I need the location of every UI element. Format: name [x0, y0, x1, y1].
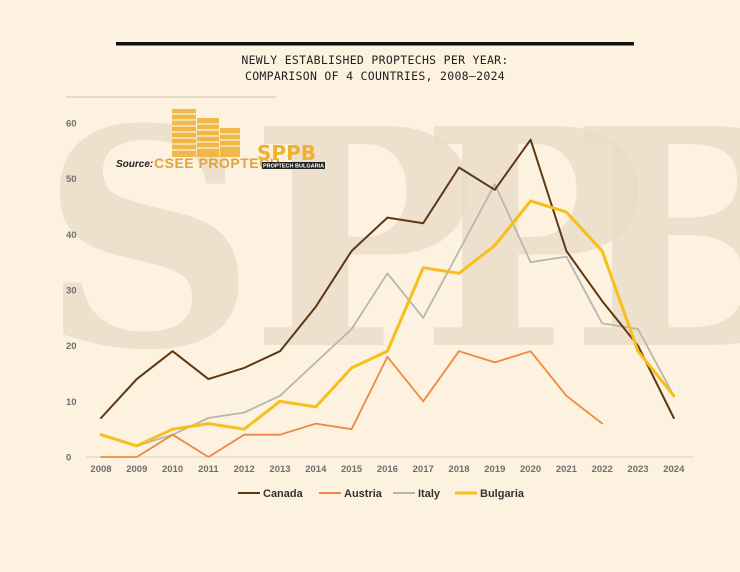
partner-logo-bar [262, 162, 325, 169]
x-tick-label: 2013 [269, 464, 290, 475]
series-line-italy [100, 183, 675, 447]
source-logo: Source: CSEE PROPTECH SPPB PROPTECH BULG… [116, 109, 325, 171]
x-tick-label: 2023 [627, 464, 648, 475]
legend-label-austria: Austria [344, 488, 383, 500]
series-line-bulgaria [99, 199, 676, 448]
y-tick-label: 50 [66, 174, 77, 185]
x-tick-label: 2010 [162, 464, 183, 475]
title-rule [116, 42, 634, 46]
x-tick-label: 2016 [377, 464, 398, 475]
x-tick-label: 2021 [556, 464, 578, 475]
source-brand: CSEE PROPTECH [154, 155, 280, 171]
x-tick-label: 2014 [305, 464, 327, 475]
partner-logo-text: SPPB [257, 141, 316, 165]
legend-label-italy: Italy [418, 488, 441, 500]
x-tick-label: 2015 [341, 464, 363, 475]
chart-title-line-2: COMPARISON OF 4 COUNTRIES, 2008–2024 [245, 69, 505, 83]
series-line-canada [100, 138, 675, 419]
watermark-letter-1: S [40, 63, 257, 416]
x-tick-label: 2020 [520, 464, 541, 475]
source-label: Source: [116, 159, 153, 170]
y-tick-label: 30 [66, 286, 77, 297]
y-tick-label: 40 [66, 230, 77, 241]
partner-logo-subtext: PROPTECH BULGARIA [263, 164, 324, 170]
watermark-letter-4: B [570, 63, 740, 416]
x-tick-label: 2018 [448, 464, 469, 475]
y-tick-label: 60 [66, 119, 77, 130]
x-tick-label: 2024 [663, 464, 685, 475]
watermark-letter-3: P [420, 63, 646, 416]
y-tick-label: 10 [66, 397, 77, 408]
y-tick-label: 0 [66, 453, 71, 464]
x-tick-label: 2012 [234, 464, 255, 475]
x-tick-label: 2022 [592, 464, 613, 475]
building-icon [172, 109, 240, 157]
chart-title-line-1: NEWLY ESTABLISHED PROPTECHS PER YEAR: [241, 53, 508, 67]
x-tick-label: 2008 [90, 464, 111, 475]
watermark: S P P B [40, 63, 740, 416]
legend-label-canada: Canada [263, 488, 304, 500]
x-tick-label: 2011 [198, 464, 219, 475]
series-line-austria [100, 350, 604, 458]
legend-label-bulgaria: Bulgaria [480, 488, 525, 500]
x-tick-label: 2009 [126, 464, 147, 475]
x-tick-label: 2019 [484, 464, 505, 475]
x-tick-label: 2017 [413, 464, 434, 475]
y-tick-label: 20 [66, 341, 77, 352]
